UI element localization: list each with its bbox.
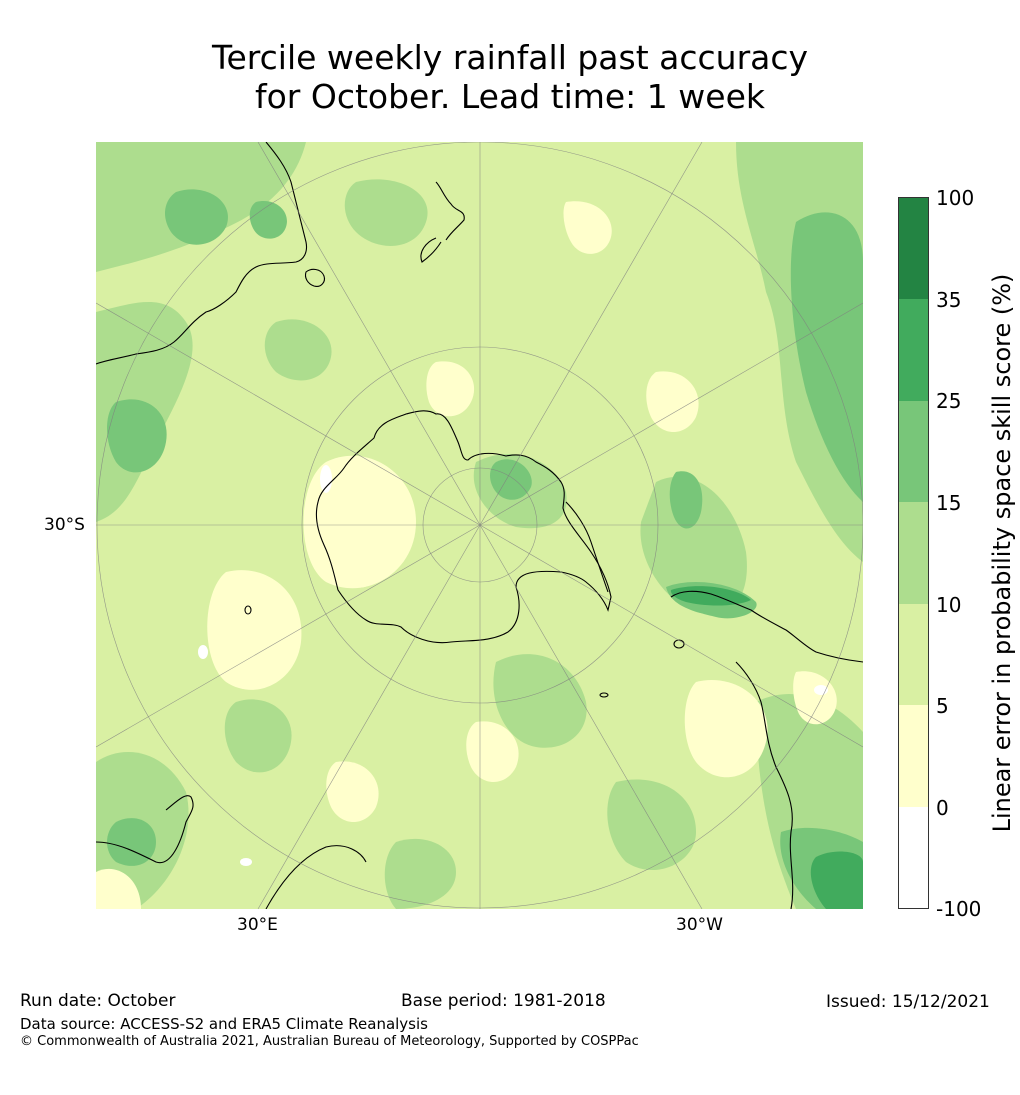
meridian — [257, 142, 481, 526]
skill-band-0-5 — [96, 201, 837, 909]
colorbar-segment-15-25 — [898, 401, 929, 502]
meridian — [96, 524, 481, 748]
island-coast — [599, 692, 609, 698]
island-coast — [244, 605, 252, 615]
colorbar-tick: 25 — [936, 389, 962, 413]
colorbar-tick: 0 — [936, 796, 949, 820]
meridian — [96, 302, 481, 526]
base-period: Base period: 1981-2018 — [401, 991, 606, 1011]
polar-map — [96, 142, 863, 909]
colorbar-segment-35-100 — [898, 197, 929, 299]
run-date: Run date: October — [20, 991, 176, 1011]
map-svg — [96, 142, 863, 909]
colorbar-tick: 35 — [936, 288, 962, 312]
antarctic-peninsula-coast — [565, 501, 609, 593]
lon-label-30e: 30°E — [237, 915, 278, 935]
graticule — [96, 142, 863, 909]
colorbar-tick: 100 — [936, 186, 975, 210]
lon-label-30w: 30°W — [676, 915, 723, 935]
meridian — [479, 142, 703, 526]
meridian — [257, 524, 481, 909]
lat-label-30s: 30°S — [44, 515, 85, 535]
tasmania-coast — [304, 268, 325, 287]
colorbar-label: Linear error in probability space skill … — [988, 273, 1016, 833]
meridian — [479, 524, 863, 748]
south-america-coast — [670, 590, 863, 909]
colorbar-tick: 10 — [936, 593, 962, 617]
title-line-2: for October. Lead time: 1 week — [254, 77, 765, 116]
falklands-coast — [673, 639, 685, 649]
colorbar-segment-neg100-0 — [898, 807, 929, 909]
colorbar-segment-5-10 — [898, 604, 929, 705]
new-zealand-coast — [420, 181, 465, 263]
colorbar-segment-10-15 — [898, 502, 929, 604]
meridian — [479, 524, 703, 909]
issued-date: Issued: 15/12/2021 — [826, 992, 990, 1012]
copyright: © Commonwealth of Australia 2021, Austra… — [20, 1034, 639, 1049]
title-line-1: Tercile weekly rainfall past accuracy — [211, 38, 809, 77]
data-source: Data source: ACCESS-S2 and ERA5 Climate … — [20, 1015, 428, 1033]
meridian — [479, 302, 863, 526]
chart-title: Tercile weekly rainfall past accuracy fo… — [0, 38, 1020, 116]
colorbar-segment-0-5 — [898, 705, 929, 807]
colorbar-tick: 15 — [936, 491, 962, 515]
skill-band-10-15 — [96, 142, 863, 909]
colorbar — [898, 197, 929, 909]
colorbar-tick: -100 — [936, 897, 982, 921]
skill-band-negative — [198, 465, 828, 866]
colorbar-tick: 5 — [936, 694, 949, 718]
skill-band-15-25 — [107, 189, 863, 909]
antarctica-coast — [315, 410, 612, 644]
africa-coast — [96, 795, 367, 909]
colorbar-segment-25-35 — [898, 299, 929, 401]
colorbar-frame — [898, 197, 929, 909]
